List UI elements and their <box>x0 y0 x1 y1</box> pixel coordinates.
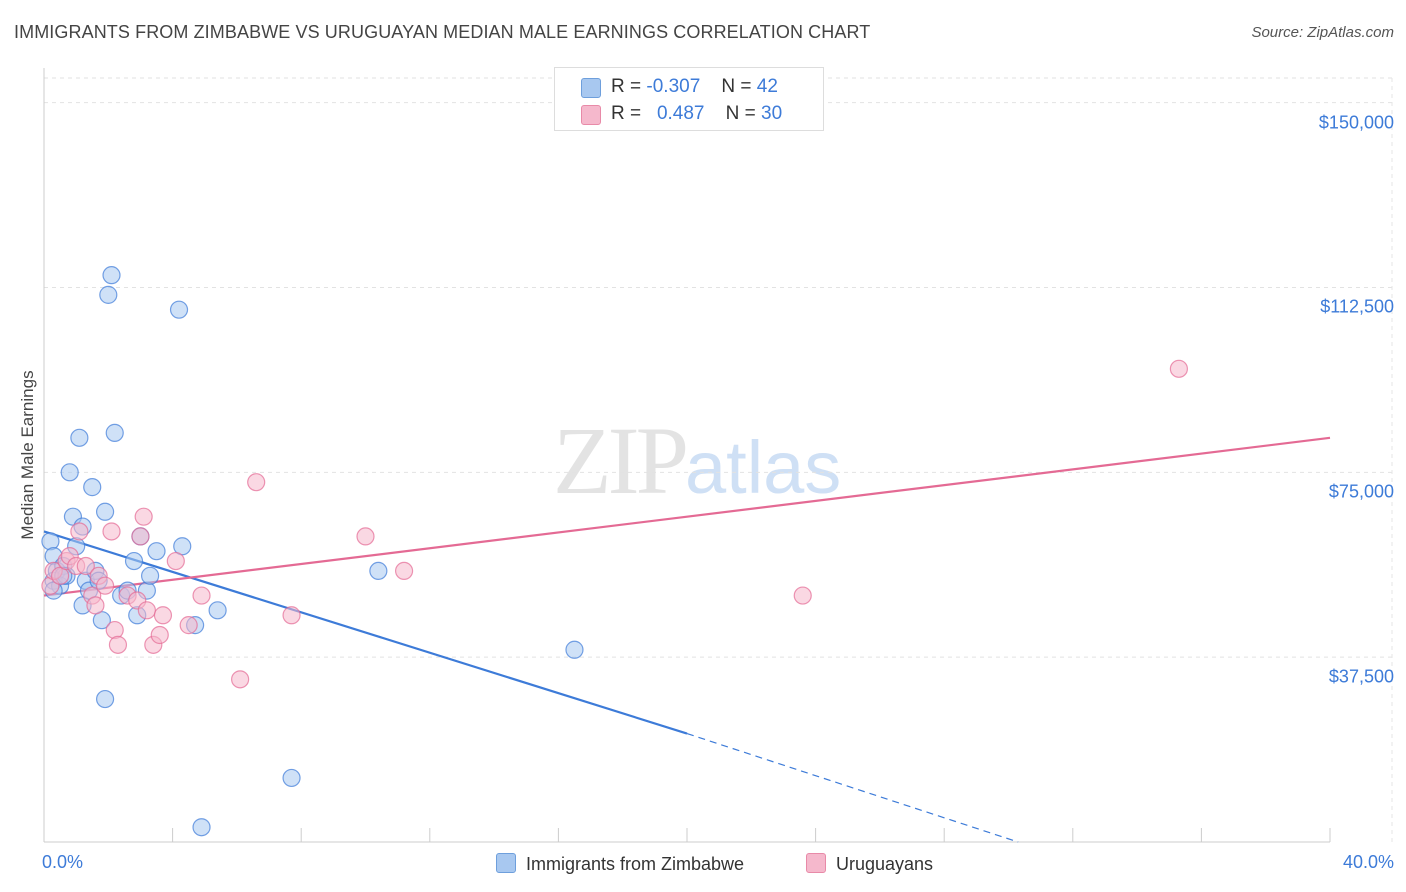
y-tick-label: $112,500 <box>1320 296 1394 317</box>
data-point-zimbabwe <box>169 300 189 319</box>
data-point-uruguayans <box>137 601 156 620</box>
data-point-uruguayans <box>108 635 128 654</box>
bottom-legend-uruguayans: Uruguayans <box>806 853 933 875</box>
data-point-uruguayans <box>105 620 124 640</box>
data-point-uruguayans <box>394 561 414 581</box>
data-point-zimbabwe <box>105 423 124 442</box>
trend-lines <box>43 436 1331 843</box>
data-point-uruguayans <box>192 586 211 605</box>
y-tick-label: $37,500 <box>1328 666 1394 687</box>
data-point-uruguayans <box>102 522 121 541</box>
data-point-uruguayans <box>134 507 153 526</box>
data-point-uruguayans <box>70 522 89 541</box>
data-point-zimbabwe <box>565 640 584 659</box>
data-point-zimbabwe <box>192 818 211 837</box>
data-point-zimbabwe <box>147 542 166 561</box>
legend-r-value-zimbabwe: -0.307 <box>646 76 701 97</box>
x-tick-label-max: 40.0% <box>1342 852 1394 872</box>
gridlines <box>44 77 1393 842</box>
trend-extension-zimbabwe <box>686 732 1019 843</box>
legend-r-label: R = <box>611 76 642 97</box>
zipatlas-watermark: ZIPatlas <box>553 405 841 516</box>
y-tick-label: $150,000 <box>1318 112 1394 133</box>
legend-n-label: N = <box>721 76 752 97</box>
data-point-uruguayans <box>153 606 173 625</box>
data-point-zimbabwe <box>140 566 160 585</box>
data-point-uruguayans <box>231 670 250 689</box>
data-point-zimbabwe <box>369 561 388 581</box>
legend-swatch-zimbabwe <box>581 78 601 98</box>
trend-line-uruguayans <box>43 436 1331 597</box>
data-point-zimbabwe <box>60 463 79 482</box>
data-point-uruguayans <box>282 606 301 625</box>
data-point-uruguayans <box>76 556 95 576</box>
data-point-zimbabwe <box>95 689 115 709</box>
y-tick-label: $75,000 <box>1328 481 1394 502</box>
data-point-uruguayans <box>131 527 150 546</box>
legend-r-label: R = <box>611 103 642 124</box>
legend-n-value-uruguayans: 30 <box>761 103 783 124</box>
bottom-legend-label-uruguayans: Uruguayans <box>836 854 934 874</box>
bottom-legend-zimbabwe: Immigrants from Zimbabwe <box>496 853 744 875</box>
watermark-atlas: atlas <box>685 426 842 509</box>
bottom-legend-swatch-zimbabwe <box>496 853 516 873</box>
chart-title: IMMIGRANTS FROM ZIMBABWE VS URUGUAYAN ME… <box>14 22 871 42</box>
data-point-uruguayans <box>86 596 105 615</box>
trend-line-zimbabwe <box>43 530 688 735</box>
data-point-zimbabwe <box>124 551 144 571</box>
data-point-zimbabwe <box>208 601 227 620</box>
data-point-uruguayans <box>150 625 169 645</box>
bottom-legend-swatch-uruguayans <box>806 853 826 873</box>
source-label: Source: ZipAtlas.com <box>1251 24 1394 41</box>
data-point-uruguayans <box>95 576 115 595</box>
bottom-legend-label-zimbabwe: Immigrants from Zimbabwe <box>526 854 745 874</box>
legend-n-value-zimbabwe: 42 <box>756 76 778 97</box>
data-point-zimbabwe <box>70 428 89 447</box>
axes <box>43 68 1331 843</box>
correlation-legend: R = -0.307 N = 42 R = 0.487 N = 30 <box>554 67 824 131</box>
data-point-uruguayans <box>356 527 375 546</box>
legend-swatch-uruguayans <box>581 105 601 125</box>
data-point-uruguayans <box>179 616 198 635</box>
data-point-zimbabwe <box>41 532 60 551</box>
data-point-zimbabwe <box>282 768 301 788</box>
legend-n-label: N = <box>725 103 756 124</box>
data-point-zimbabwe <box>102 266 121 285</box>
legend-r-value-uruguayans: 0.487 <box>656 103 705 124</box>
data-points <box>41 266 1188 837</box>
data-point-uruguayans <box>1169 359 1188 378</box>
data-point-uruguayans <box>247 473 266 492</box>
watermark-zip: ZIP <box>553 407 689 514</box>
data-point-zimbabwe <box>99 285 118 304</box>
data-point-uruguayans <box>793 586 812 605</box>
x-tick-label-min: 0.0% <box>42 852 84 872</box>
data-point-uruguayans <box>166 551 185 571</box>
data-point-zimbabwe <box>95 502 115 521</box>
data-point-zimbabwe <box>83 478 102 497</box>
